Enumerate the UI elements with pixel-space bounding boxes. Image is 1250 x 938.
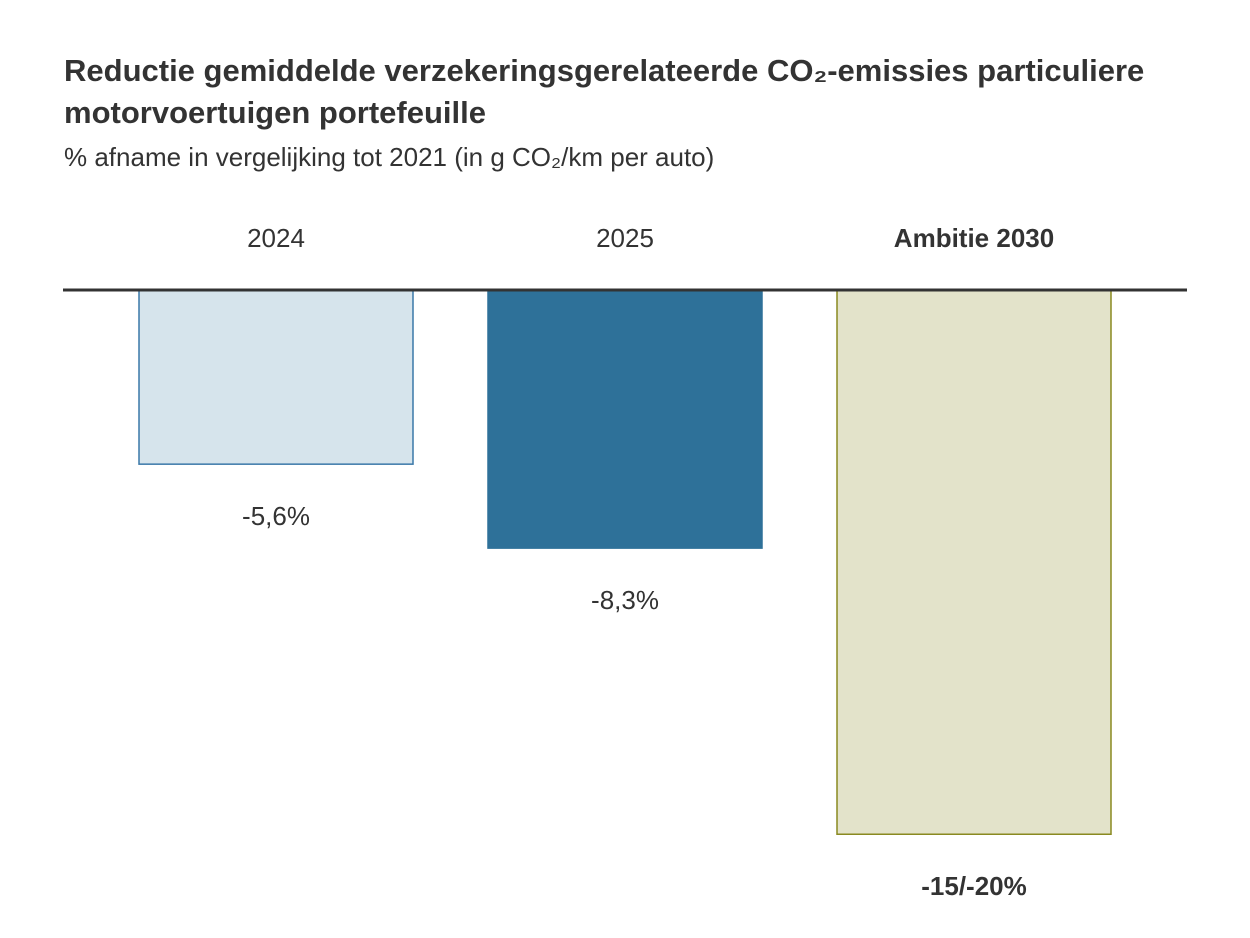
value-label: -5,6%	[242, 501, 310, 531]
value-label: -8,3%	[591, 585, 659, 615]
bar	[836, 289, 1112, 835]
x-tick-label: 2024	[247, 223, 305, 253]
x-tick-label: Ambitie 2030	[894, 223, 1054, 253]
chart-title: Reductie gemiddelde verzekeringsgerelate…	[64, 53, 1145, 130]
chart-subtitle: % afname in vergelijking tot 2021 (in g …	[64, 142, 715, 172]
bar	[138, 289, 414, 465]
bar	[487, 289, 763, 549]
x-tick-label: 2025	[596, 223, 654, 253]
value-label: -15/-20%	[921, 871, 1027, 901]
